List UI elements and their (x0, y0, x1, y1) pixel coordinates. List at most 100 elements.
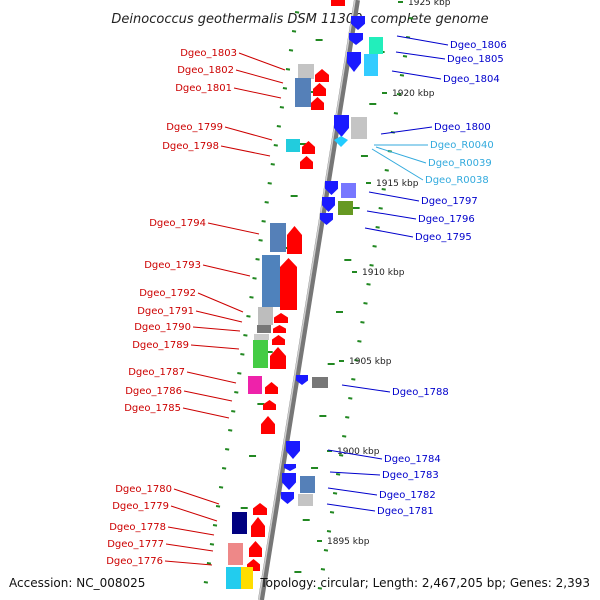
gene-block (364, 54, 378, 76)
gene-block (300, 476, 315, 493)
gene-arrow-forward (302, 141, 315, 154)
leader-line (197, 292, 244, 313)
gene-arrow-forward (287, 226, 302, 254)
gene-label: Dgeo_1779 (112, 501, 169, 512)
gene-label: Dgeo_1781 (377, 506, 434, 517)
gene-arrow-reverse (325, 181, 338, 195)
gene-arrow-forward (315, 69, 329, 82)
gene-block (241, 567, 253, 589)
backbone-line (258, 0, 360, 600)
tick-mark (351, 378, 356, 381)
gene-label: Dgeo_1792 (139, 288, 196, 299)
gene-arrow-forward (311, 97, 324, 110)
gene-label: Dgeo_1799 (166, 122, 223, 133)
leader-line (329, 471, 381, 476)
gene-block (258, 307, 273, 325)
gene-label: Dgeo_1795 (415, 232, 472, 243)
leader-line (224, 126, 273, 141)
tick-mark (218, 486, 224, 489)
tick-mark (294, 11, 300, 14)
tick-mark (323, 549, 329, 552)
gene-arrow-reverse (282, 473, 296, 490)
leader-line (341, 384, 391, 393)
kbp-label: 1925 kbp (408, 0, 451, 8)
gene-label: Dgeo_1794 (149, 218, 206, 229)
tick-mark (246, 315, 251, 318)
tick-mark (396, 93, 402, 96)
tick-mark (363, 302, 368, 305)
gene-block (298, 494, 313, 506)
tick-mark (228, 429, 233, 432)
tick-mark (332, 492, 338, 495)
tick-mark (339, 454, 344, 457)
gene-arrow-forward (249, 541, 262, 557)
gene-label: Dgeo_R0039 (428, 158, 492, 169)
genome-summary-text: Topology: circular; Length: 2,467,205 bp… (259, 576, 590, 590)
leader-line (235, 69, 284, 84)
tick-mark (320, 568, 326, 571)
tick-mark (345, 416, 350, 419)
gene-arrow-forward (261, 416, 275, 434)
tick-mark (354, 359, 359, 362)
tick-mark (240, 353, 245, 356)
gene-label: Dgeo_1785 (124, 403, 181, 414)
leader-line (364, 227, 414, 238)
tick-mark (276, 125, 281, 128)
gene-label: Dgeo_1786 (125, 386, 182, 397)
tick-mark (215, 505, 221, 508)
gene-label: Dgeo_1793 (144, 260, 201, 271)
tick-mark (342, 435, 347, 438)
gene-arrow-reverse (334, 115, 349, 137)
gene-block (369, 37, 383, 54)
tick-mark (264, 201, 269, 204)
leader-line (395, 51, 446, 60)
tick-mark (317, 587, 323, 590)
kbp-scale: 1925 kbp 1920 kbp 1915 kbp 1910 kbp 1905 kbp… (317, 0, 451, 547)
tick-mark (237, 372, 242, 375)
gene-label: Dgeo_R0040 (430, 140, 494, 151)
tick-mark (249, 296, 254, 299)
gene-label: Dgeo_1776 (106, 556, 163, 567)
tick-mark (408, 17, 414, 20)
gene-block (270, 223, 286, 252)
gene-block (254, 334, 269, 340)
label-leaders (164, 35, 449, 566)
genome-backbone (258, 0, 360, 600)
gene-arrow-reverse (284, 464, 296, 471)
gene-label: Dgeo_1806 (450, 40, 507, 51)
gene-label: Dgeo_1796 (418, 214, 475, 225)
gene-label: Dgeo_1788 (392, 387, 449, 398)
tick-mark (372, 245, 377, 248)
tick-mark (369, 264, 374, 267)
tick-mark (285, 68, 291, 71)
leader-line (195, 310, 243, 323)
kbp-label: 1905 kbp (349, 357, 392, 367)
backbone-highlight (258, 0, 356, 600)
gene-arrow-forward (280, 258, 297, 310)
tick-mark (270, 163, 275, 166)
gene-arrow-forward (270, 347, 286, 369)
gene-block (295, 78, 311, 107)
tick-mark (378, 207, 383, 210)
tick-mark (375, 226, 380, 229)
gene-label: Dgeo_1801 (175, 83, 232, 94)
gene-block (338, 201, 353, 215)
gene-arrow-reverse (286, 441, 300, 459)
gene-label: Dgeo_1782 (379, 490, 436, 501)
leader-line (375, 146, 427, 164)
tick-mark (221, 467, 227, 470)
tick-mark (209, 543, 215, 546)
gene-features (226, 0, 383, 589)
leader-line (327, 487, 378, 496)
gene-label: Dgeo_1784 (384, 454, 441, 465)
tick-mark (258, 239, 263, 242)
leader-line (202, 264, 251, 277)
tick-mark (399, 74, 405, 77)
gene-label: Dgeo_1783 (382, 470, 439, 481)
tick-mark (348, 397, 353, 400)
tick-mark (357, 340, 362, 343)
leader-line (165, 543, 214, 552)
leader-line (371, 148, 424, 181)
leader-line (164, 560, 213, 566)
